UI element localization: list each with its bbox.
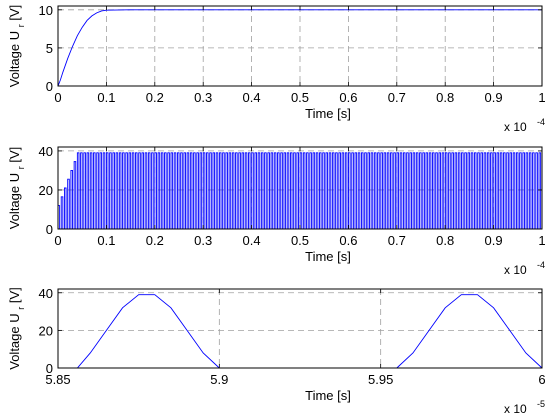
x-exponent: -4: [537, 117, 545, 127]
y-axis-label: Voltage U r [V]: [7, 5, 26, 88]
x-tick-label: 0.7: [388, 233, 406, 248]
y-axis-label-unit: [V]: [7, 287, 22, 307]
x-tick-label: 0.4: [243, 233, 261, 248]
y-tick-label: 0: [46, 222, 53, 237]
x-tick-label: 0.1: [97, 90, 115, 105]
y-tick-label: 0: [46, 79, 53, 94]
y-axis-label-main: Voltage U: [7, 27, 22, 87]
x-tick-label: 1: [538, 233, 545, 248]
subplot-2: 0 0.1 0.2 0.3 0.4 0.5 0.6 0.7 0.8 0.9 1 0 20 40 Time […: [7, 144, 546, 277]
x-tick-label: 0.8: [436, 90, 454, 105]
series-line: [57, 9, 542, 87]
y-axis-label: Voltage U r [V]: [7, 287, 26, 370]
x-tick-label: 0: [54, 90, 61, 105]
x-multiplier: x 10: [504, 120, 527, 134]
x-tick-label: 0.2: [146, 90, 164, 105]
y-tick-label: 20: [39, 323, 53, 338]
x-tick-label: 0.3: [194, 233, 212, 248]
x-tick-label: 0.8: [436, 233, 454, 248]
x-tick-label: 0.3: [194, 90, 212, 105]
axes-box: [57, 288, 543, 369]
x-tick-label: 0.4: [243, 90, 261, 105]
y-axis-label-main: Voltage U: [7, 169, 22, 229]
x-axis-label: Time [s]: [305, 388, 351, 403]
y-tick-label: 5: [46, 41, 53, 56]
x-tick-label: 0.2: [146, 233, 164, 248]
x-tick-label: 0.6: [339, 233, 357, 248]
x-tick-label: 0.1: [97, 233, 115, 248]
x-exponent: -4: [537, 260, 545, 270]
subplot-3: 5.85 5.9 5.95 6 0 20 40 Time [s] x 10 -5 Voltage U…: [7, 286, 546, 415]
x-tick-label: 1: [538, 90, 545, 105]
x-multiplier: x 10: [504, 402, 527, 415]
x-tick-label: 0.5: [291, 233, 309, 248]
y-tick-label: 20: [39, 183, 53, 198]
y-axis-label-subscript: r: [16, 24, 26, 27]
y-axis-label-unit: [V]: [7, 147, 22, 167]
x-tick-label: 0: [54, 233, 61, 248]
x-tick-label: 5.9: [210, 372, 228, 387]
y-axis-label-subscript: r: [16, 166, 26, 169]
y-tick-label: 40: [39, 144, 53, 159]
series-line: [57, 152, 542, 230]
x-axis-label: Time [s]: [305, 106, 351, 121]
plot-background: [58, 289, 542, 368]
x-tick-label: 5.85: [45, 372, 70, 387]
x-axis-label: Time [s]: [305, 249, 351, 264]
x-tick-label: 0.7: [388, 90, 406, 105]
y-tick-label: 10: [39, 3, 53, 18]
x-tick-label: 0.6: [339, 90, 357, 105]
y-axis-label-unit: [V]: [7, 5, 22, 25]
y-axis-label: Voltage U r [V]: [7, 147, 26, 230]
x-tick-label: 0.5: [291, 90, 309, 105]
x-multiplier: x 10: [504, 263, 527, 277]
x-tick-label: 0.9: [485, 233, 503, 248]
y-axis-label-main: Voltage U: [7, 310, 22, 370]
y-axis-label-subscript: r: [16, 307, 26, 310]
x-tick-label: 6: [538, 372, 545, 387]
x-exponent: -5: [537, 399, 545, 409]
x-tick-label: 5.95: [368, 372, 393, 387]
y-tick-label: 40: [39, 286, 53, 301]
x-tick-label: 0.9: [485, 90, 503, 105]
y-tick-label: 0: [46, 361, 53, 376]
